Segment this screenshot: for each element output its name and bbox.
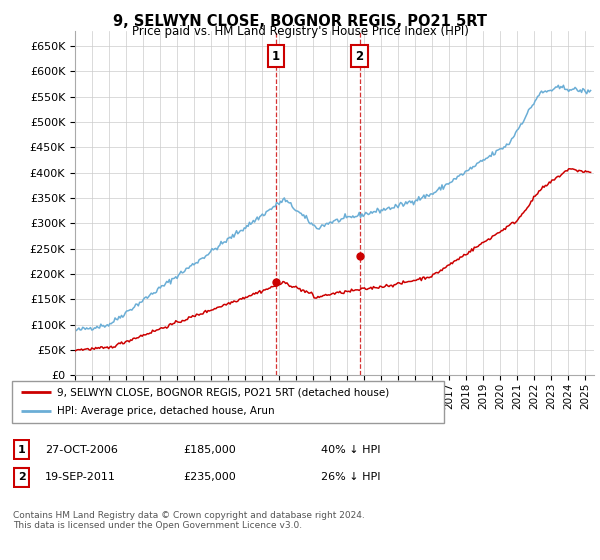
Text: 9, SELWYN CLOSE, BOGNOR REGIS, PO21 5RT (detached house): 9, SELWYN CLOSE, BOGNOR REGIS, PO21 5RT … (58, 387, 389, 397)
Text: 26% ↓ HPI: 26% ↓ HPI (321, 472, 380, 482)
Text: 1: 1 (18, 445, 25, 455)
Text: 27-OCT-2006: 27-OCT-2006 (45, 445, 118, 455)
FancyBboxPatch shape (14, 440, 29, 459)
Text: 2: 2 (355, 50, 364, 63)
FancyBboxPatch shape (12, 381, 444, 423)
Text: HPI: Average price, detached house, Arun: HPI: Average price, detached house, Arun (58, 407, 275, 417)
Text: £235,000: £235,000 (183, 472, 236, 482)
Text: 19-SEP-2011: 19-SEP-2011 (45, 472, 116, 482)
Text: 2: 2 (18, 472, 25, 482)
Text: 1: 1 (272, 50, 280, 63)
Text: £185,000: £185,000 (183, 445, 236, 455)
Text: 9, SELWYN CLOSE, BOGNOR REGIS, PO21 5RT: 9, SELWYN CLOSE, BOGNOR REGIS, PO21 5RT (113, 14, 487, 29)
FancyBboxPatch shape (14, 468, 29, 487)
Text: Contains HM Land Registry data © Crown copyright and database right 2024.
This d: Contains HM Land Registry data © Crown c… (13, 511, 365, 530)
Text: Price paid vs. HM Land Registry's House Price Index (HPI): Price paid vs. HM Land Registry's House … (131, 25, 469, 38)
Text: 40% ↓ HPI: 40% ↓ HPI (321, 445, 380, 455)
